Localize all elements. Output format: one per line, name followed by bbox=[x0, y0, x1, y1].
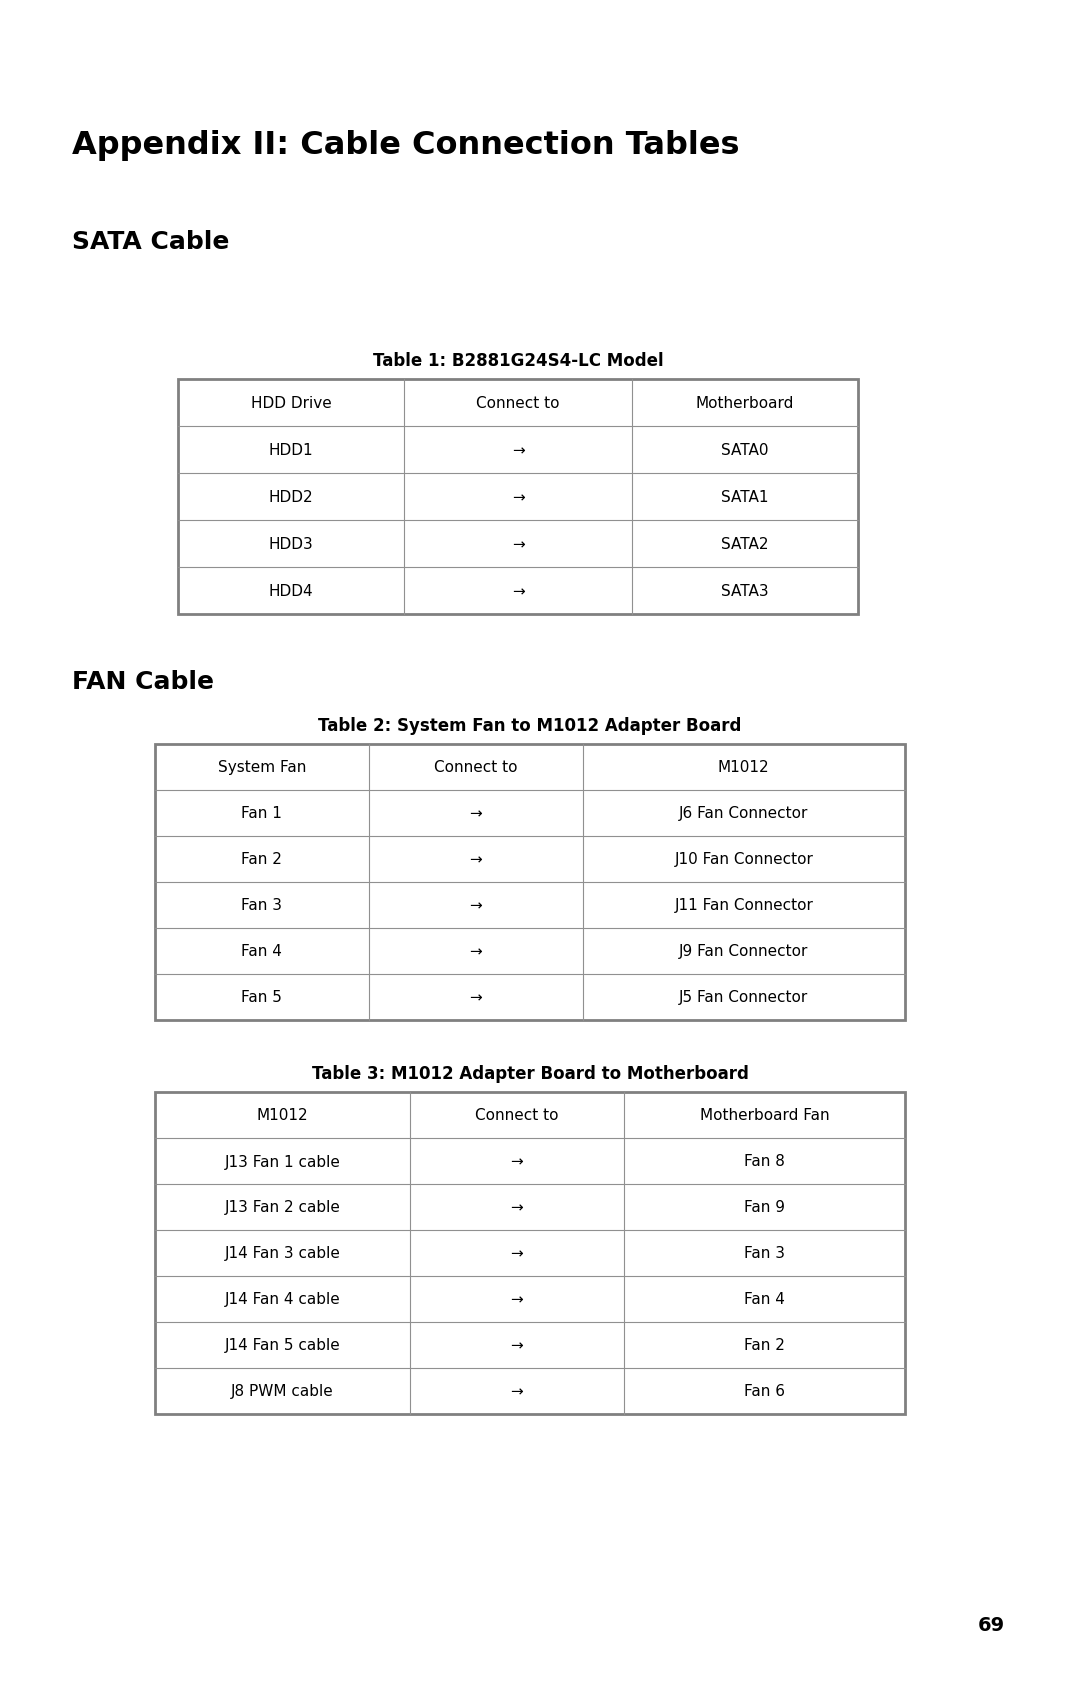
Text: →: → bbox=[511, 1292, 523, 1307]
Text: SATA2: SATA2 bbox=[721, 537, 769, 552]
Text: J6 Fan Connector: J6 Fan Connector bbox=[679, 806, 809, 821]
Text: →: → bbox=[469, 806, 482, 821]
Text: J13 Fan 2 cable: J13 Fan 2 cable bbox=[225, 1199, 340, 1214]
Text: SATA1: SATA1 bbox=[721, 490, 769, 505]
Text: Connect to: Connect to bbox=[475, 1108, 558, 1123]
Text: HDD2: HDD2 bbox=[269, 490, 313, 505]
Text: J11 Fan Connector: J11 Fan Connector bbox=[674, 899, 813, 914]
Text: 69: 69 bbox=[977, 1615, 1005, 1633]
Text: HDD4: HDD4 bbox=[269, 584, 313, 598]
Text: →: → bbox=[512, 443, 525, 458]
Text: HDD1: HDD1 bbox=[269, 443, 313, 458]
Text: Table 3: M1012 Adapter Board to Motherboard: Table 3: M1012 Adapter Board to Motherbo… bbox=[311, 1064, 748, 1083]
Text: Motherboard Fan: Motherboard Fan bbox=[700, 1108, 829, 1123]
Text: SATA0: SATA0 bbox=[721, 443, 769, 458]
Text: Fan 6: Fan 6 bbox=[744, 1383, 785, 1398]
Text: J5 Fan Connector: J5 Fan Connector bbox=[679, 990, 808, 1005]
Text: SATA3: SATA3 bbox=[721, 584, 769, 598]
Text: Table 2: System Fan to M1012 Adapter Board: Table 2: System Fan to M1012 Adapter Boa… bbox=[319, 716, 742, 735]
Text: J9 Fan Connector: J9 Fan Connector bbox=[679, 944, 809, 959]
Text: M1012: M1012 bbox=[718, 760, 770, 775]
Text: →: → bbox=[511, 1199, 523, 1214]
Text: J13 Fan 1 cable: J13 Fan 1 cable bbox=[225, 1154, 340, 1169]
Text: J14 Fan 4 cable: J14 Fan 4 cable bbox=[225, 1292, 340, 1307]
Bar bbox=[178, 380, 858, 615]
Text: M1012: M1012 bbox=[257, 1108, 308, 1123]
Text: Fan 3: Fan 3 bbox=[744, 1246, 785, 1260]
Bar bbox=[156, 1093, 905, 1414]
Text: System Fan: System Fan bbox=[218, 760, 306, 775]
Text: J8 PWM cable: J8 PWM cable bbox=[231, 1383, 334, 1398]
Text: SATA Cable: SATA Cable bbox=[72, 230, 229, 253]
Text: Fan 2: Fan 2 bbox=[744, 1338, 785, 1353]
Text: Fan 9: Fan 9 bbox=[744, 1199, 785, 1214]
Text: →: → bbox=[511, 1154, 523, 1169]
Text: →: → bbox=[512, 490, 525, 505]
Bar bbox=[156, 745, 905, 1020]
Text: Table 1: B2881G24S4-LC Model: Table 1: B2881G24S4-LC Model bbox=[373, 351, 663, 370]
Text: Fan 8: Fan 8 bbox=[744, 1154, 785, 1169]
Text: J14 Fan 3 cable: J14 Fan 3 cable bbox=[225, 1246, 340, 1260]
Text: →: → bbox=[511, 1338, 523, 1353]
Text: →: → bbox=[512, 537, 525, 552]
Text: Appendix II: Cable Connection Tables: Appendix II: Cable Connection Tables bbox=[72, 130, 740, 160]
Text: FAN Cable: FAN Cable bbox=[72, 669, 214, 694]
Text: Fan 5: Fan 5 bbox=[242, 990, 282, 1005]
Text: →: → bbox=[511, 1383, 523, 1398]
Text: Fan 4: Fan 4 bbox=[242, 944, 282, 959]
Text: →: → bbox=[469, 851, 482, 866]
Text: Fan 4: Fan 4 bbox=[744, 1292, 785, 1307]
Text: Fan 2: Fan 2 bbox=[242, 851, 282, 866]
Text: Fan 3: Fan 3 bbox=[241, 899, 282, 914]
Text: Fan 1: Fan 1 bbox=[242, 806, 282, 821]
Text: HDD3: HDD3 bbox=[269, 537, 313, 552]
Text: Motherboard: Motherboard bbox=[696, 395, 794, 410]
Text: Connect to: Connect to bbox=[476, 395, 559, 410]
Text: Connect to: Connect to bbox=[434, 760, 517, 775]
Text: →: → bbox=[469, 899, 482, 914]
Text: →: → bbox=[511, 1246, 523, 1260]
Text: →: → bbox=[469, 944, 482, 959]
Text: →: → bbox=[469, 990, 482, 1005]
Text: HDD Drive: HDD Drive bbox=[251, 395, 332, 410]
Text: J14 Fan 5 cable: J14 Fan 5 cable bbox=[225, 1338, 340, 1353]
Text: →: → bbox=[512, 584, 525, 598]
Text: J10 Fan Connector: J10 Fan Connector bbox=[674, 851, 813, 866]
